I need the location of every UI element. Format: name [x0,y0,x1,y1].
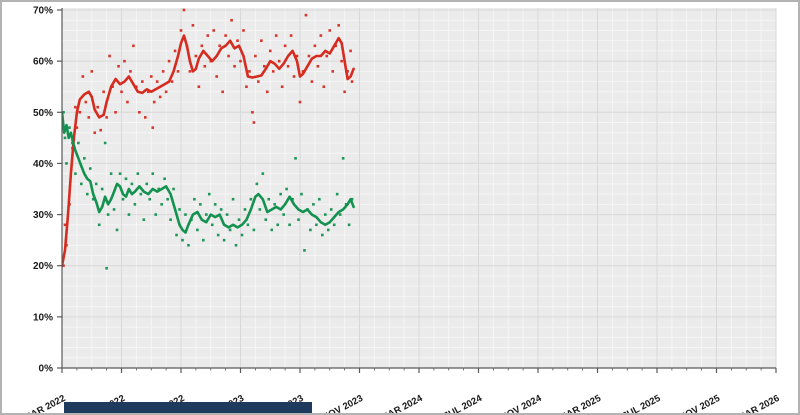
red-series-trend-line [62,34,355,268]
y-tick-label: 20% [33,261,53,272]
x-tick-label: MAR 2026 [736,393,781,413]
x-tick-label: NOV 2023 [321,393,365,413]
y-tick-label: 50% [33,108,53,119]
x-tick-label: MAR 2024 [379,393,425,413]
green-series-scatter [62,110,354,270]
y-tick-label: 70% [33,6,53,17]
y-tick-label: 30% [33,210,53,221]
major-gridlines [62,8,777,368]
y-tick-label: 40% [33,159,53,170]
x-tick-label: NOV 2024 [499,393,544,413]
x-tick-label: MAR 2025 [558,393,604,413]
y-tick-label: 60% [33,57,53,68]
y-tick-label: 10% [33,312,53,323]
y-axis-labels: 0% 10% 20% 30% 40% 50% 60% 70% [33,6,53,375]
x-tick-label: JUL 2025 [621,393,663,413]
x-tick-label: NOV 2025 [678,393,723,413]
x-tick-label: MAR 2022 [22,393,67,413]
axes [57,8,777,373]
green-series-trend-line [62,111,355,234]
x-tick-label: JUL 2024 [442,393,484,413]
y-tick-label: 0% [39,364,54,375]
bottom-partial-navy-bar [64,402,312,413]
